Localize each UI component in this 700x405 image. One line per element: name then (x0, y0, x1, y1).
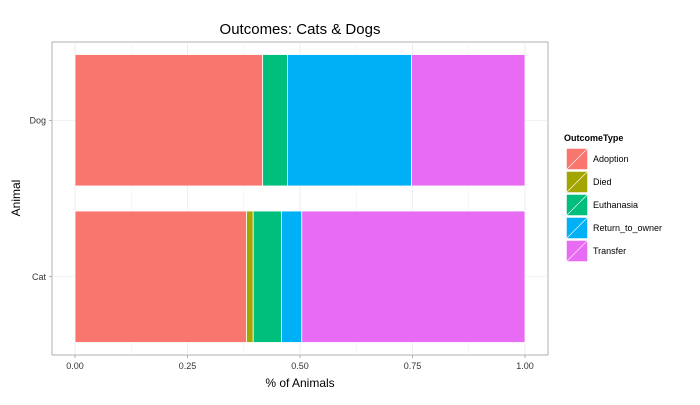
y-axis-title: Animal (9, 180, 23, 217)
x-axis-title: % of Animals (265, 376, 334, 390)
legend-label-transfer: Transfer (593, 246, 626, 256)
bar-segment-return-to-owner (281, 210, 303, 343)
bar-segment-adoption (74, 210, 247, 343)
bar-segment-transfer (301, 210, 526, 343)
x-tick-label: 0.75 (404, 361, 422, 371)
x-tick-label: 1.00 (516, 361, 534, 371)
legend-label-adoption: Adoption (593, 154, 629, 164)
x-axis: 0.00 0.25 0.50 0.75 1.00 (66, 355, 534, 371)
y-tick-label: Dog (29, 115, 46, 125)
x-tick-label: 0.00 (66, 361, 84, 371)
bar-segment-died (246, 210, 254, 343)
bar-stacks (74, 54, 526, 343)
legend: OutcomeType Adoption Died Euthanasia Return… (564, 133, 662, 263)
legend-swatch-slash (566, 194, 588, 216)
legend-swatch-slash (566, 148, 588, 170)
legend-label-euthanasia: Euthanasia (593, 200, 638, 210)
bar-segment-transfer (411, 54, 526, 187)
bar-segment-euthanasia (262, 54, 288, 187)
legend-label-died: Died (593, 177, 612, 187)
x-tick-label: 0.50 (291, 361, 309, 371)
legend-label-return-to-owner: Return_to_owner (593, 223, 662, 233)
chart-title: Outcomes: Cats & Dogs (220, 21, 381, 38)
legend-swatch-slash (566, 240, 588, 262)
legend-swatch-slash (566, 217, 588, 239)
legend-swatch-slash (566, 171, 588, 193)
y-axis: Dog Cat (29, 115, 52, 282)
bar-segment-euthanasia (252, 210, 282, 343)
x-tick-label: 0.25 (179, 361, 197, 371)
legend-title: OutcomeType (564, 133, 623, 143)
bar-segment-return-to-owner (286, 54, 412, 187)
bar-segment-adoption (74, 54, 264, 187)
y-tick-label: Cat (32, 272, 47, 282)
